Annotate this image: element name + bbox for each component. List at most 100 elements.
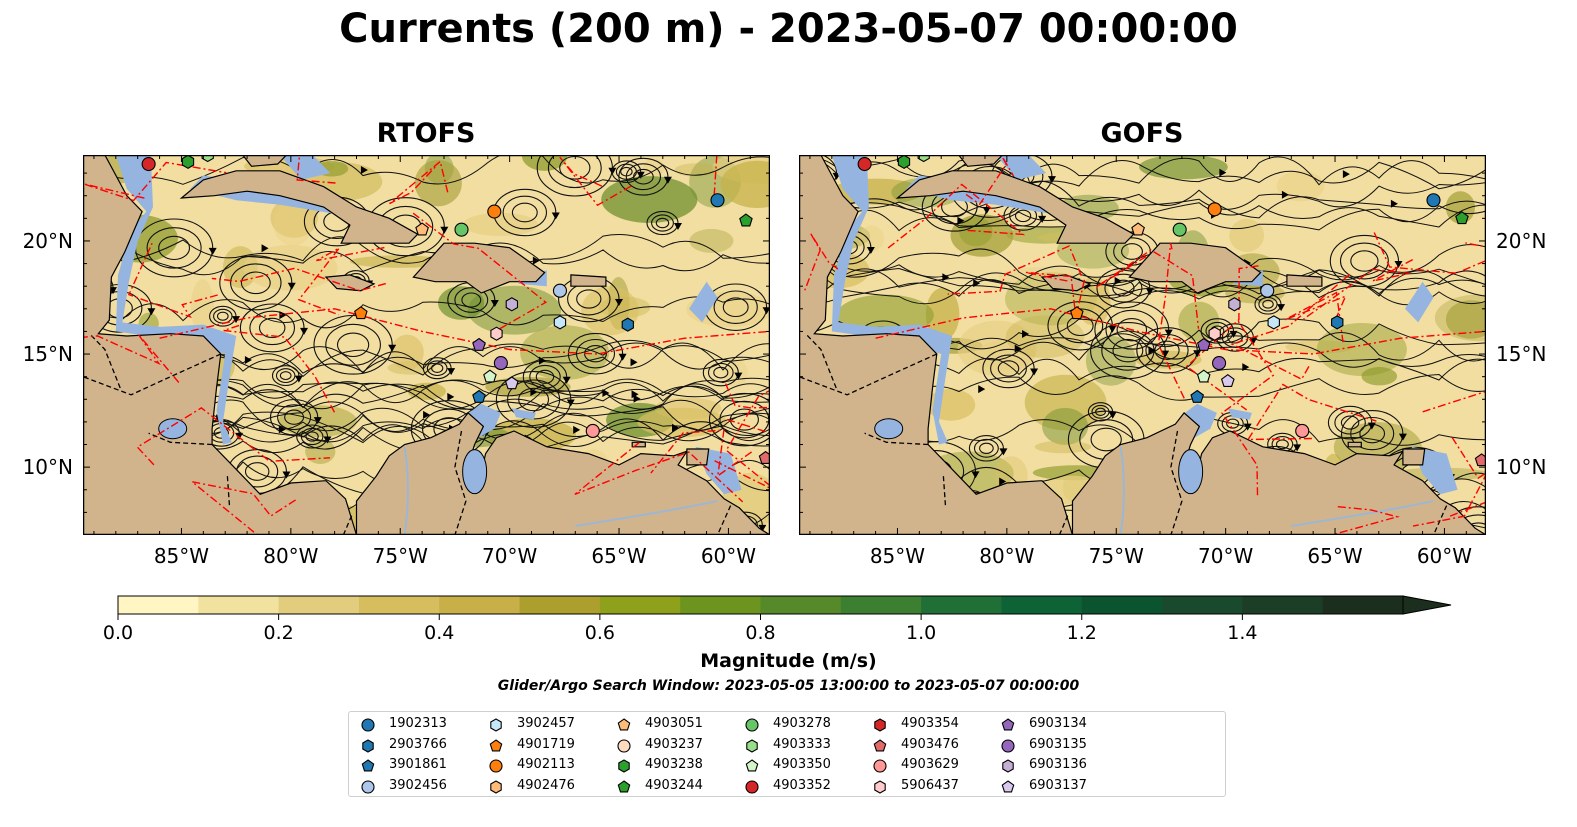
- legend-label: 2903766: [389, 736, 447, 752]
- legend-marker-icon: [361, 779, 375, 794]
- river: [575, 500, 718, 527]
- float-marker-4903238: [897, 155, 911, 169]
- land: [1128, 242, 1262, 294]
- lat-label: 10°N: [1496, 455, 1547, 480]
- lon-label: 85°W: [153, 544, 210, 568]
- streamline-eddy: [219, 255, 296, 311]
- colorbar-tick-label: 0.6: [584, 622, 615, 644]
- eez-boundary: [875, 308, 1486, 355]
- float-marker-4903629: [585, 423, 600, 439]
- legend-marker-icon: [873, 738, 887, 751]
- river: [1291, 500, 1434, 527]
- current-magnitude-patch: [643, 158, 665, 177]
- lon-label: 80°W: [979, 544, 1035, 568]
- colorbar-segment: [1322, 596, 1404, 614]
- land: [686, 448, 710, 466]
- eez-boundary: [83, 161, 227, 202]
- legend-marker: [361, 759, 375, 772]
- current-magnitude-patch: [1361, 367, 1398, 386]
- float-marker-4902113: [487, 204, 502, 219]
- legend-label: 4903278: [773, 716, 831, 731]
- streamline-arrow: [278, 425, 286, 434]
- legend-marker: [490, 779, 502, 794]
- shallow-water: [689, 281, 718, 323]
- colorbar-segment: [921, 596, 1002, 614]
- eez-boundary: [1303, 258, 1414, 320]
- country-border: [148, 432, 213, 446]
- legend-marker-icon: [746, 738, 758, 753]
- current-magnitude-patch: [859, 225, 885, 252]
- legend-marker-icon: [617, 779, 631, 792]
- legend-marker-icon: [745, 718, 759, 732]
- shallow-water: [1227, 408, 1252, 420]
- float-marker-4903278: [1172, 222, 1187, 237]
- colorbar-frame: [117, 595, 1404, 615]
- streamline-arrow: [1014, 344, 1022, 353]
- eez-boundary: [965, 155, 1014, 206]
- float-marker-3902456: [552, 283, 568, 298]
- lat-label: 10°N: [22, 455, 73, 480]
- colorbar-segment: [439, 596, 521, 614]
- float-marker-4903238: [181, 155, 195, 169]
- legend-marker: [1001, 779, 1015, 792]
- current-magnitude-patch: [1042, 407, 1089, 445]
- lon-label: 70°W: [1198, 544, 1254, 568]
- shallow-water: [831, 155, 953, 445]
- colorbar-segment: [519, 596, 601, 614]
- map-panel-gofs: [799, 155, 1486, 535]
- eez-boundary: [412, 212, 548, 330]
- colorbar-tick-label: 1.0: [906, 622, 937, 644]
- streamline: [799, 201, 1486, 228]
- legend-marker-icon: [745, 759, 759, 772]
- float-marker-4903476: [1474, 453, 1486, 467]
- legend-label: 4903237: [645, 736, 703, 752]
- colorbar-segment: [760, 596, 842, 614]
- map-frame: [83, 155, 770, 535]
- country-border: [1432, 505, 1448, 535]
- current-magnitude-patch: [467, 285, 562, 335]
- colorbar-segment: [1162, 596, 1243, 614]
- streamline-arrow: [942, 273, 950, 282]
- float-marker-4903244: [739, 213, 753, 227]
- colorbar-tick-label: 0.4: [424, 622, 455, 644]
- streamline: [83, 242, 770, 276]
- legend-label: 4903333: [773, 736, 831, 752]
- eez-boundary: [127, 242, 218, 319]
- streamline: [799, 180, 1486, 211]
- lake-nicaragua: [874, 418, 904, 440]
- country-border: [83, 353, 222, 396]
- river: [1119, 446, 1125, 535]
- float-marker-4902113: [1207, 202, 1222, 217]
- legend-marker: [618, 759, 630, 773]
- country-border: [716, 505, 732, 535]
- streamline-arrow: [957, 216, 965, 225]
- streamline-eddy: [618, 157, 672, 196]
- legend-marker: [745, 759, 759, 772]
- legend-label: 3901861: [389, 757, 447, 772]
- eez-boundary: [559, 156, 634, 207]
- legend-marker: [489, 759, 503, 773]
- float-marker-4903051: [415, 222, 429, 236]
- streamline-eddy: [968, 435, 1008, 462]
- streamline-arrow: [978, 385, 986, 394]
- legend-label: 4903629: [901, 757, 959, 772]
- streamline-eddy: [1136, 327, 1202, 374]
- legend-label: 3902457: [517, 716, 575, 731]
- legend-label: 1902313: [389, 716, 447, 731]
- lon-label: 60°W: [700, 544, 757, 568]
- land: [1347, 441, 1362, 448]
- float-marker-4903278: [454, 222, 469, 237]
- streamline-arrow: [602, 389, 610, 398]
- legend-marker-icon: [489, 738, 503, 751]
- current-magnitude-patch: [689, 228, 734, 253]
- streamline: [799, 267, 1486, 297]
- legend-label: 5906437: [901, 777, 959, 793]
- legend-label: 4902113: [517, 757, 575, 772]
- float-marker-6903134: [472, 337, 486, 351]
- legend-label: 4903476: [901, 736, 959, 752]
- current-magnitude-patch: [1139, 155, 1228, 180]
- streamline-arrow: [1114, 276, 1122, 285]
- lon-label: 65°W: [591, 544, 647, 568]
- lake-maracaibo: [1178, 449, 1204, 495]
- eez-boundary: [726, 418, 770, 434]
